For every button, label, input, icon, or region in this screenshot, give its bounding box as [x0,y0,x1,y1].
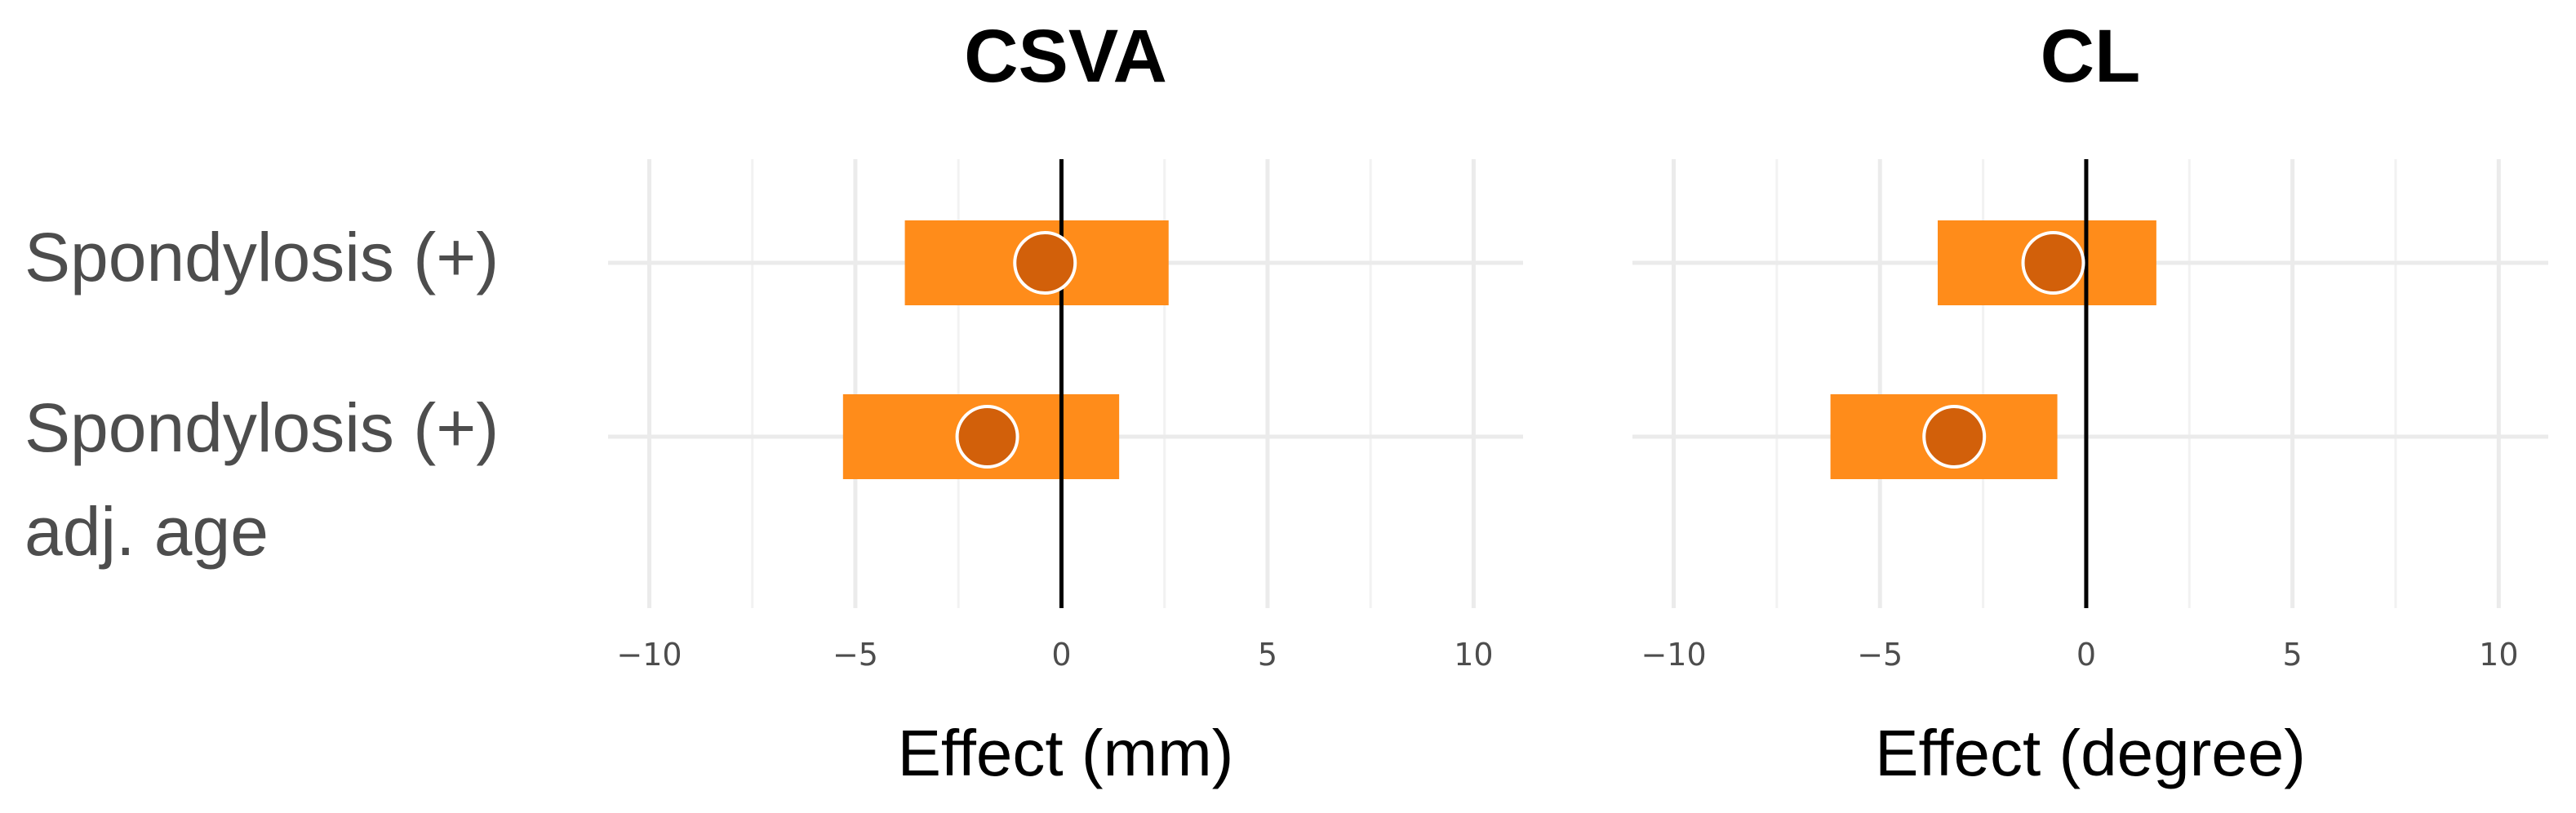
point-estimate-csva-1 [955,405,1019,469]
x-tick-label: −5 [833,637,878,673]
x-tick-label: −10 [1641,637,1706,673]
x-axis-title-cl: Effect (degree) [1875,717,2306,789]
x-tick-label: −10 [616,637,682,673]
x-tick-label: 0 [1051,637,1071,673]
panel-cl: −10 −5 0 5 10 CL Effect (degree) [1632,15,2548,789]
y-label-spondylosis-adj: Spondylosis (+) [24,389,499,466]
point-estimate-cl-0 [2021,231,2085,295]
panel-title-cl: CL [2041,15,2141,98]
y-label-adj-age: adj. age [24,493,269,570]
panel-title-csva: CSVA [964,15,1167,98]
x-tick-label: 5 [1258,637,1277,673]
x-axis-title-csva: Effect (mm) [898,717,1234,789]
x-tick-label: −5 [1857,637,1903,673]
x-tick-label: 10 [1454,637,1493,673]
y-label-spondylosis: Spondylosis (+) [24,219,499,295]
panel-csva: −10 −5 0 5 10 CSVA Effect (mm) [608,15,1523,789]
x-tick-label: 10 [2479,637,2518,673]
panels: −10 −5 0 5 10 CSVA Effect (mm) −10 −5 0 5 10 CL Effec… [608,15,2548,789]
point-estimate-cl-1 [1922,405,1987,469]
x-tick-label: 5 [2283,637,2303,673]
x-tick-label: 0 [2076,637,2096,673]
point-estimate-csva-0 [1013,231,1077,295]
